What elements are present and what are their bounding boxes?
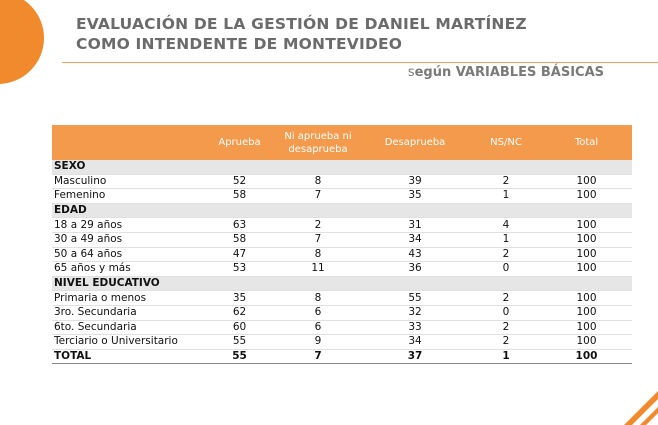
cell: 31 <box>359 217 471 233</box>
rule <box>62 62 658 63</box>
cell: 11 <box>277 261 359 277</box>
cell: 8 <box>277 290 359 306</box>
cell: 2 <box>471 174 541 190</box>
row: TOTAL 55 7 37 1 100 <box>52 349 632 365</box>
cell: 100 <box>541 320 632 336</box>
cell: 0 <box>471 261 541 277</box>
cell: 100 <box>541 261 632 277</box>
cell: 100 <box>541 305 632 321</box>
subtitle: según VARIABLES BÁSICAS <box>407 65 604 80</box>
row: 50 a 64 años 47 8 43 2 100 <box>52 247 632 263</box>
cell: 62 <box>202 305 277 321</box>
row-label: Primaria o menos <box>52 290 202 306</box>
cell: 7 <box>277 188 359 204</box>
cell: 34 <box>359 232 471 248</box>
cell: 52 <box>202 174 277 190</box>
cell: 43 <box>359 247 471 263</box>
cell: 1 <box>471 188 541 204</box>
cell: 37 <box>359 349 471 365</box>
row: Masculino 52 8 39 2 100 <box>52 174 632 190</box>
corner <box>52 125 202 160</box>
title: EVALUACIÓN DE LA GESTIÓN DE DANIEL MARTÍ… <box>76 15 527 53</box>
cell: 9 <box>277 334 359 350</box>
cell: 8 <box>277 247 359 263</box>
row: 3ro. Secundaria 62 6 32 0 100 <box>52 305 632 321</box>
row-label: TOTAL <box>52 349 202 365</box>
cell: 33 <box>359 320 471 336</box>
cell: 2 <box>471 290 541 306</box>
section-title: SEXO <box>52 160 632 175</box>
cell: 6 <box>277 320 359 336</box>
cell: 100 <box>541 290 632 306</box>
cell: 35 <box>202 290 277 306</box>
row: 6to. Secundaria 60 6 33 2 100 <box>52 320 632 336</box>
cell: 100 <box>541 247 632 263</box>
cell: 7 <box>277 349 359 365</box>
cell: 60 <box>202 320 277 336</box>
column-header: Aprueba <box>202 125 277 160</box>
cell: 100 <box>541 349 632 365</box>
section-row: SEXO <box>52 160 632 175</box>
column-header: Total <box>541 125 632 160</box>
cell: 2 <box>471 320 541 336</box>
cell: 1 <box>471 349 541 365</box>
row: 30 a 49 años 58 7 34 1 100 <box>52 232 632 248</box>
cell: 8 <box>277 174 359 190</box>
orange-circle <box>0 0 44 84</box>
section-title: NIVEL EDUCATIVO <box>52 276 632 292</box>
row: 18 a 29 años 63 2 31 4 100 <box>52 217 632 233</box>
header-row: Aprueba Ni aprueba ni desaprueba Desaprueb… <box>52 125 632 160</box>
cell: 4 <box>471 217 541 233</box>
column-header: NS/NC <box>471 125 541 160</box>
row-label: Femenino <box>52 188 202 204</box>
row-label: 50 a 64 años <box>52 247 202 263</box>
column-header: Ni aprueba ni desaprueba <box>277 125 359 160</box>
table: Aprueba Ni aprueba ni desaprueba Desaprueb… <box>52 125 632 365</box>
row-label: 3ro. Secundaria <box>52 305 202 321</box>
cell: 39 <box>359 174 471 190</box>
cell: 2 <box>471 334 541 350</box>
cell: 53 <box>202 261 277 277</box>
corner-stripes <box>624 391 658 425</box>
cell: 32 <box>359 305 471 321</box>
row: 65 años y más 53 11 36 0 100 <box>52 261 632 277</box>
cell: 58 <box>202 188 277 204</box>
cell: 100 <box>541 188 632 204</box>
cell: 34 <box>359 334 471 350</box>
cell: 6 <box>277 305 359 321</box>
row-label: Masculino <box>52 174 202 190</box>
cell: 36 <box>359 261 471 277</box>
cell: 55 <box>202 334 277 350</box>
column-header: Desaprueba <box>359 125 471 160</box>
section-row: EDAD <box>52 203 632 219</box>
row-label: Terciario o Universitario <box>52 334 202 350</box>
cell: 55 <box>202 349 277 365</box>
row-label: 18 a 29 años <box>52 217 202 233</box>
cell: 100 <box>541 334 632 350</box>
row: Femenino 58 7 35 1 100 <box>52 188 632 204</box>
cell: 55 <box>359 290 471 306</box>
section-row: NIVEL EDUCATIVO <box>52 276 632 292</box>
cell: 0 <box>471 305 541 321</box>
row-label: 6to. Secundaria <box>52 320 202 336</box>
cell: 35 <box>359 188 471 204</box>
row-label: 65 años y más <box>52 261 202 277</box>
cell: 58 <box>202 232 277 248</box>
cell: 63 <box>202 217 277 233</box>
cell: 100 <box>541 174 632 190</box>
cell: 7 <box>277 232 359 248</box>
cell: 47 <box>202 247 277 263</box>
row-label: 30 a 49 años <box>52 232 202 248</box>
row: Primaria o menos 35 8 55 2 100 <box>52 290 632 306</box>
cell: 2 <box>471 247 541 263</box>
cell: 100 <box>541 232 632 248</box>
row: Terciario o Universitario 55 9 34 2 100 <box>52 334 632 350</box>
cell: 1 <box>471 232 541 248</box>
section-title: EDAD <box>52 203 632 219</box>
cell: 100 <box>541 217 632 233</box>
cell: 2 <box>277 217 359 233</box>
